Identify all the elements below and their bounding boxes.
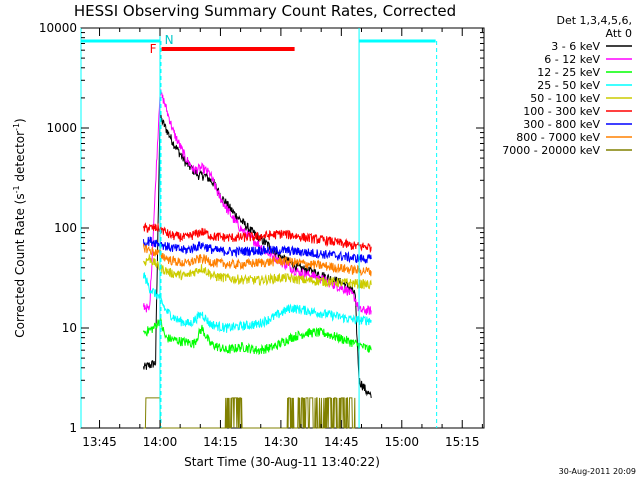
axis-layer: 1 10 100 1000 10000 13:45 14:00 14:15 14:30 14:45… xyxy=(39,21,484,449)
series-line-50-100-kev xyxy=(143,253,372,290)
chart-title: HESSI Observing Summary Count Rates, Cor… xyxy=(74,2,456,20)
x-tick-label-3: 14:30 xyxy=(264,435,299,449)
y-axis-label-sup-1: -1 xyxy=(12,185,21,193)
y-tick-label-10: 10 xyxy=(62,321,77,335)
y-axis-label-mid: detector xyxy=(13,131,27,186)
legend-header-line-2: Att 0 xyxy=(606,27,632,40)
plot-area xyxy=(80,27,485,429)
y-axis-label: Corrected Count Rate (s-1 detector-1) xyxy=(12,118,27,337)
series-line-800-7000-kev xyxy=(143,243,372,277)
footer-timestamp: 30-Aug-2011 20:09 xyxy=(559,467,636,476)
series-line-12-25-kev xyxy=(143,317,372,356)
series-line-6-12-kev xyxy=(143,89,372,316)
legend-label-50-100-kev: 50 - 100 keV xyxy=(530,92,600,105)
flag-label-night: N xyxy=(165,33,174,47)
series-line-100-300-kev xyxy=(143,222,372,254)
x-tick-label-5: 15:00 xyxy=(384,435,419,449)
y-tick-label-1000: 1000 xyxy=(46,121,77,135)
x-tick-label-4: 14:45 xyxy=(324,435,359,449)
flag-label-flare: F xyxy=(150,42,157,56)
legend-header-line-1: Det 1,3,4,5,6, xyxy=(556,14,632,27)
legend-label-3-6-kev: 3 - 6 keV xyxy=(551,40,600,53)
overlay-layer: FN xyxy=(80,28,438,428)
x-tick-label-0: 13:45 xyxy=(82,435,117,449)
legend-label-6-12-kev: 6 - 12 keV xyxy=(544,53,600,66)
x-tick-label-6: 15:15 xyxy=(445,435,480,449)
y-tick-label-1: 1 xyxy=(69,421,77,435)
series-line-300-800-kev xyxy=(143,236,372,264)
legend-label-100-300-kev: 100 - 300 keV xyxy=(523,105,600,118)
y-axis-label-sup-2: -1 xyxy=(12,123,21,131)
y-axis-label-end: ) xyxy=(13,118,27,123)
series-line-7000-20000-kev xyxy=(143,397,356,429)
y-tick-label-100: 100 xyxy=(54,221,77,235)
series-line-25-50-kev xyxy=(143,272,372,333)
x-tick-label-1: 14:00 xyxy=(143,435,178,449)
legend-label-300-800-kev: 300 - 800 keV xyxy=(523,118,600,131)
y-tick-label-10000: 10000 xyxy=(39,21,77,35)
legend-label-25-50-kev: 25 - 50 keV xyxy=(537,79,600,92)
legend-label-800-7000-kev: 800 - 7000 keV xyxy=(516,131,600,144)
legend-label-12-25-kev: 12 - 25 keV xyxy=(537,66,600,79)
series-layer xyxy=(143,89,372,429)
x-axis-label: Start Time (30-Aug-11 13:40:22) xyxy=(184,455,380,469)
y-axis-label-main: Corrected Count Rate (s xyxy=(13,193,27,337)
x-tick-label-2: 14:15 xyxy=(203,435,238,449)
legend-label-7000-20000-kev: 7000 - 20000 keV xyxy=(502,144,600,157)
